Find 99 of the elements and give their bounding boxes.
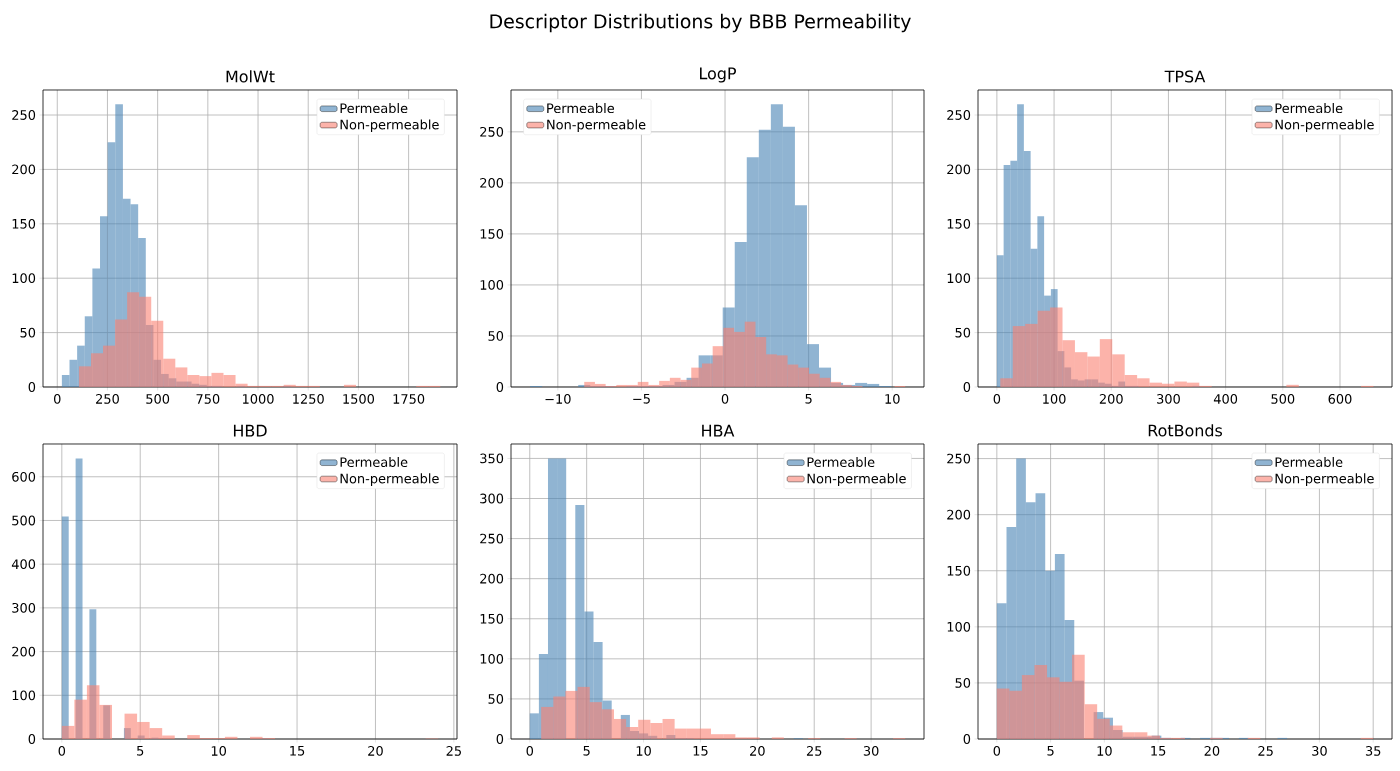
legend-label: Permeable (340, 103, 408, 114)
text: Descriptor Distributions by BBB Permeability (490, 13, 911, 33)
y-tick-label: 50 (20, 327, 36, 338)
x-tick-label: 15 (290, 746, 305, 756)
chart-title: MolWt (226, 70, 275, 83)
y-tick-label: 0 (28, 734, 36, 744)
legend-label: Permeable (340, 457, 408, 468)
y-tick-label: 300 (480, 493, 504, 504)
y-tick-label: 200 (12, 164, 36, 175)
x-tick-label: 20 (1204, 746, 1220, 756)
y-tick-label: 0 (963, 382, 971, 392)
x-tick-label: 200 (1099, 394, 1123, 404)
y-tick-label: 100 (947, 621, 971, 632)
x-tick-label: 20 (750, 746, 765, 756)
x-tick-label: 1750 (393, 394, 425, 404)
x-tick-label: 750 (196, 394, 220, 404)
x-tick-label: 15 (1151, 746, 1166, 756)
x-tick-label: 25 (446, 746, 461, 756)
x-tick-label: 30 (1312, 746, 1327, 756)
y-tick-label: 250 (480, 533, 504, 544)
x-tick-label: −10 (545, 394, 571, 404)
y-tick-label: 50 (488, 694, 504, 704)
x-tick-label: 1500 (343, 394, 375, 404)
x-tick-label: 10 (1097, 746, 1112, 756)
x-tick-label: 1250 (293, 394, 324, 404)
x-tick-label: 15 (693, 746, 708, 756)
chart-title: RotBonds (1148, 424, 1223, 437)
x-tick-label: 5 (583, 746, 590, 756)
y-tick-label: 100 (12, 273, 36, 284)
x-tick-label: 500 (146, 394, 170, 404)
legend-label: Non-permeable (1275, 473, 1374, 486)
x-tick-label: 5 (137, 746, 144, 756)
y-tick-label: 200 (480, 177, 504, 188)
x-tick-label: −5 (633, 394, 650, 404)
legend-label: Permeable (807, 457, 875, 468)
y-tick-label: 0 (28, 382, 36, 392)
x-tick-label: 10 (885, 394, 900, 404)
legend-label: Non-permeable (340, 119, 439, 132)
y-tick-label: 50 (955, 678, 971, 688)
legend-label: Permeable (1275, 103, 1343, 114)
y-tick-label: 0 (496, 734, 504, 744)
chart-title: HBA (702, 424, 735, 437)
x-tick-label: 0 (58, 746, 66, 756)
y-tick-label: 50 (488, 331, 504, 341)
chart-title: HBD (233, 424, 267, 437)
legend-label: Permeable (1275, 457, 1343, 468)
y-tick-label: 150 (480, 229, 504, 239)
legend-label: Non-permeable (340, 473, 439, 486)
x-tick-label: 20 (368, 746, 383, 756)
x-tick-label: 1000 (242, 394, 274, 404)
y-tick-label: 100 (947, 273, 971, 284)
chart-title: TPSA (1164, 70, 1206, 83)
x-tick-label: 25 (806, 746, 822, 756)
x-tick-label: 300 (1157, 394, 1180, 404)
legend-label: Non-permeable (1275, 119, 1374, 132)
y-tick-label: 200 (480, 573, 504, 584)
y-tick-label: 600 (12, 471, 36, 482)
legend-label: Permeable (547, 103, 615, 114)
x-tick-label: 5 (805, 394, 812, 404)
x-tick-label: 10 (211, 746, 227, 756)
y-tick-label: 0 (963, 734, 971, 744)
y-tick-label: 100 (12, 690, 36, 701)
x-tick-label: 500 (1271, 394, 1295, 404)
y-tick-label: 250 (947, 110, 971, 120)
x-tick-label: 0 (993, 746, 1001, 756)
y-tick-label: 250 (480, 126, 504, 137)
x-tick-label: 35 (1365, 746, 1381, 756)
y-tick-label: 150 (947, 218, 971, 229)
x-tick-label: 0 (721, 394, 729, 404)
x-tick-label: 10 (636, 746, 651, 756)
y-tick-label: 50 (955, 327, 971, 338)
legend-label: Non-permeable (807, 473, 906, 486)
y-tick-label: 150 (480, 613, 504, 624)
x-tick-label: 100 (1043, 394, 1066, 404)
x-tick-label: 0 (526, 746, 534, 756)
x-tick-label: 600 (1328, 394, 1352, 404)
y-tick-label: 0 (496, 382, 504, 392)
x-tick-label: 250 (96, 394, 119, 404)
x-tick-label: 0 (993, 394, 1001, 404)
y-tick-label: 250 (12, 110, 36, 120)
y-tick-label: 200 (947, 164, 971, 175)
x-tick-label: 5 (1047, 746, 1054, 756)
y-tick-label: 100 (480, 653, 504, 664)
y-tick-label: 400 (11, 559, 36, 570)
x-tick-label: 400 (1213, 394, 1238, 404)
y-tick-label: 300 (12, 602, 36, 613)
y-tick-label: 350 (480, 453, 504, 464)
y-tick-label: 500 (12, 515, 36, 526)
y-tick-label: 200 (12, 646, 36, 657)
y-tick-label: 150 (12, 218, 36, 229)
y-tick-label: 250 (947, 453, 971, 464)
x-tick-label: 30 (863, 746, 879, 756)
x-tick-label: 0 (53, 394, 61, 404)
legend-label: Non-permeable (547, 119, 646, 132)
y-tick-label: 150 (947, 565, 971, 576)
x-tick-label: 25 (1258, 746, 1273, 756)
y-tick-label: 200 (947, 509, 971, 520)
y-tick-label: 100 (480, 280, 504, 290)
chart-title: LogP (700, 67, 737, 83)
